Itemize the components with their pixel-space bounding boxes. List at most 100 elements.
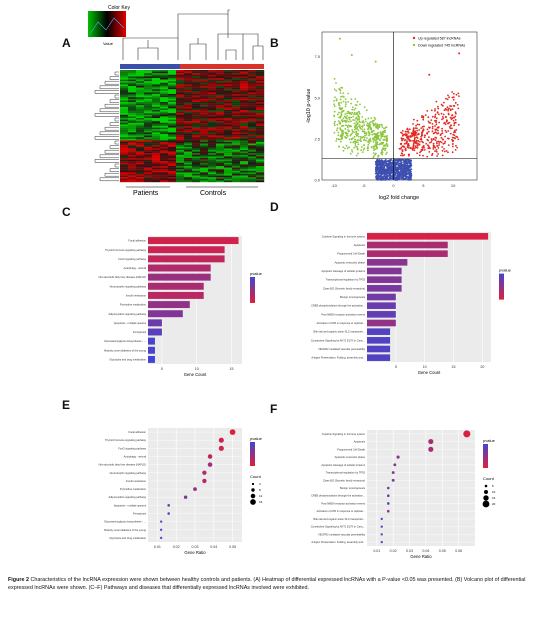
volcano-point-down (342, 110, 345, 112)
heatmap-cell (184, 135, 193, 138)
heatmap-cell (160, 172, 169, 175)
heatmap-cell (184, 169, 193, 171)
heatmap-cell (128, 166, 137, 168)
dot (386, 509, 390, 513)
heatmap-cell (144, 122, 153, 125)
heatmap-cell (176, 150, 185, 152)
heatmap-cell (256, 150, 265, 152)
heatmap-cell (256, 129, 265, 131)
volcano-point-up (401, 132, 403, 135)
volcano-point-ns (376, 174, 379, 177)
heatmap-cell (152, 92, 161, 95)
category-label: Cytokine Signaling in Immune system (322, 432, 365, 436)
heatmap-cell (232, 73, 241, 75)
volcano-point-down (339, 92, 342, 94)
heatmap-cell (176, 127, 185, 130)
volcano-point-ns (408, 165, 411, 167)
volcano-point-ns (385, 162, 387, 165)
volcano-point-ns (384, 168, 386, 171)
volcano-point-up (455, 93, 458, 96)
volcano-point-ns (375, 160, 377, 163)
heatmap-cell (144, 140, 153, 143)
heatmap-cell (248, 73, 257, 75)
category-label: Autophagy - animal (124, 455, 147, 459)
heatmap-cell (136, 143, 145, 146)
volcano-point-up (452, 133, 455, 136)
volcano-point-up (452, 119, 455, 122)
heatmap-cell (224, 124, 233, 127)
heatmap-cell (128, 110, 137, 112)
heatmap-cell (184, 100, 193, 103)
heatmap-cell (232, 138, 241, 141)
heatmap-cell (160, 82, 169, 85)
volcano-point-down (344, 128, 347, 130)
heatmap-cell (240, 156, 249, 159)
size-legend-title: Count (250, 474, 262, 479)
heatmap-cell (240, 106, 249, 109)
heatmap-cell (208, 143, 217, 146)
volcano-point-up (425, 142, 428, 145)
size-legend-label: 5 (492, 484, 494, 488)
volcano-point-up (454, 111, 457, 114)
category-label: VEGFR2 mediated vascular permeability (318, 347, 366, 351)
volcano-point-down (349, 152, 352, 155)
heatmap-cell (160, 121, 169, 123)
volcano-point-up (447, 113, 450, 116)
heatmap-cell (240, 110, 249, 112)
heatmap-cell (120, 167, 129, 170)
figure-caption: Figure 2 Characteristics of the lncRNA e… (8, 576, 536, 593)
heatmap-cell (192, 169, 201, 171)
heatmap-cell (120, 162, 129, 165)
heatmap-cell (240, 150, 249, 152)
volcano-point-up (431, 152, 434, 155)
category-label: Non-alcoholic fatty liver disease (NAFLD… (99, 275, 147, 279)
heatmap-cell (152, 134, 161, 136)
heatmap-cell (224, 97, 233, 99)
volcano-point-up (437, 132, 440, 135)
heatmap-cell (136, 86, 145, 88)
volcano-point-up (434, 109, 436, 112)
volcano-point-down (351, 149, 353, 151)
volcano-point-up (442, 142, 445, 145)
heatmap-cell (176, 180, 185, 183)
heatmap-cell (224, 167, 233, 170)
volcano-point-down (341, 132, 344, 135)
heatmap-cell (152, 154, 161, 157)
heatmap-cell (224, 114, 233, 117)
row-dendrogram-branch (99, 108, 119, 113)
heatmap-cell (208, 89, 217, 91)
heatmap-cell (248, 150, 257, 152)
heatmap-cell (168, 94, 177, 96)
heatmap-cell (160, 132, 169, 135)
volcano-point-down (346, 135, 349, 137)
volcano-point-up (451, 151, 454, 154)
volcano-point-down (367, 130, 370, 133)
volcano-point-ns (405, 173, 408, 175)
patients-group-bar (120, 64, 180, 69)
heatmap-cell (120, 140, 129, 143)
heatmap-cell (224, 76, 233, 79)
heatmap-cell (248, 161, 257, 163)
heatmap-cell (232, 127, 241, 130)
volcano-point-ns (405, 167, 407, 170)
heatmap-cell (152, 161, 161, 163)
volcano-point-down (346, 125, 349, 127)
heatmap-cell (224, 74, 233, 77)
volcano-point-down (341, 125, 343, 127)
volcano-point-outlier (338, 37, 341, 40)
volcano-point-up (443, 109, 446, 112)
heatmap-cell (176, 140, 185, 143)
heatmap-cell (120, 148, 129, 151)
heatmap-cell (136, 78, 145, 80)
heatmap-cell (200, 178, 209, 181)
volcano-point-ns (386, 163, 389, 166)
heatmap-cell (208, 153, 217, 155)
volcano-point-down (340, 95, 342, 98)
heatmap-cell (232, 105, 241, 107)
volcano-point-ns (382, 175, 385, 178)
heatmap-cell (184, 110, 193, 112)
heatmap-cell (248, 164, 257, 167)
heatmap-cell (184, 87, 193, 90)
heatmap-cell (152, 150, 161, 152)
volcano-point-up (413, 133, 416, 135)
